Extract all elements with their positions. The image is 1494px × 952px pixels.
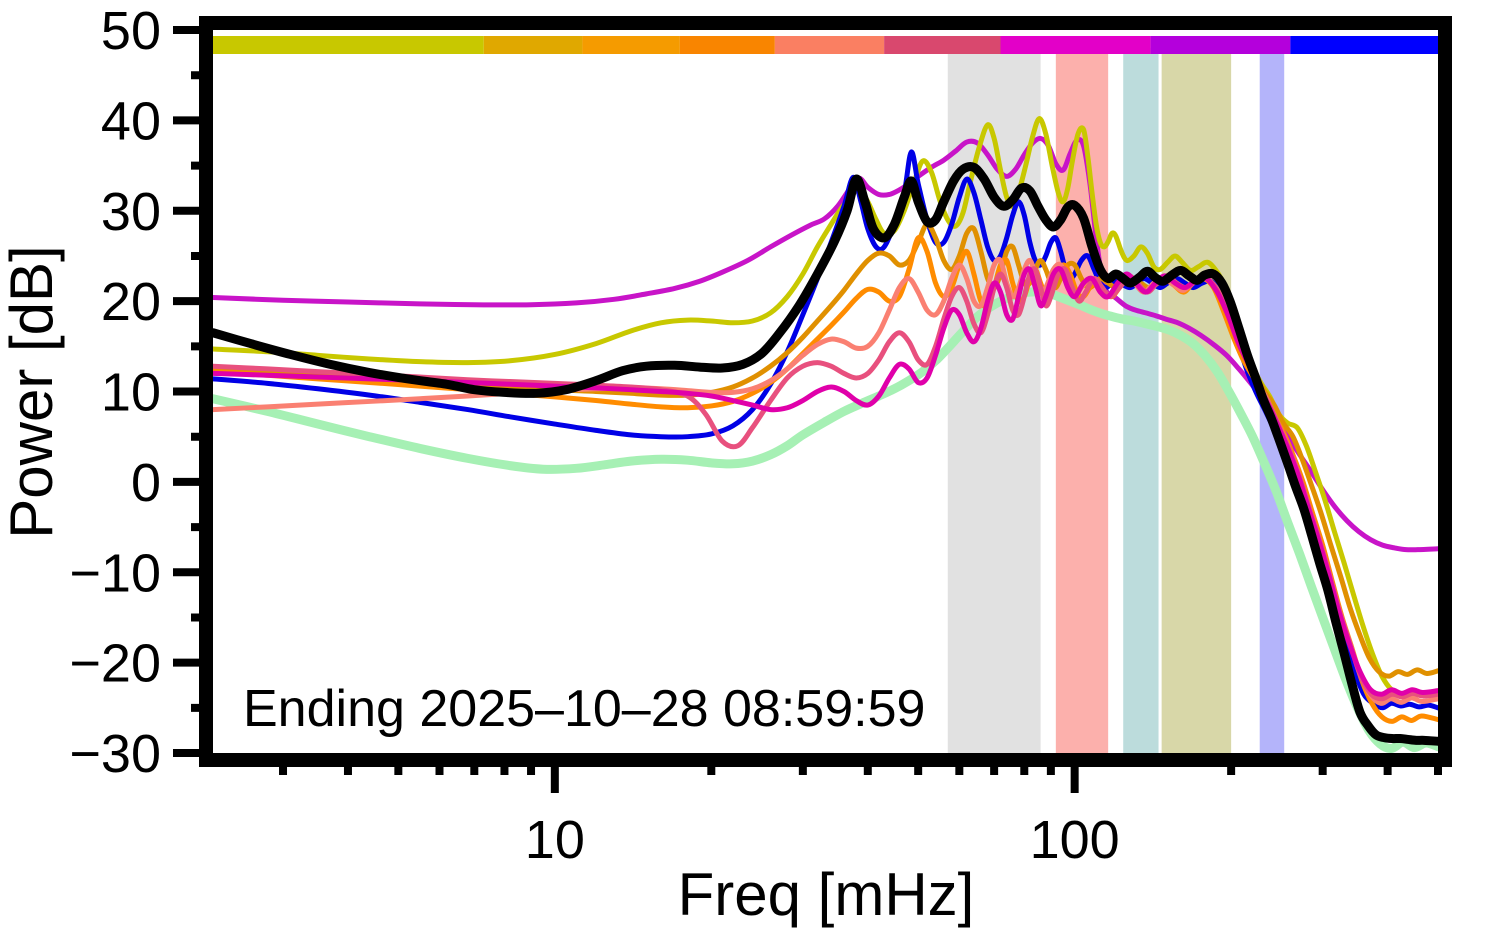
x-axis-label: Freq [mHz] — [678, 861, 975, 928]
y-tick-label: −20 — [69, 634, 161, 694]
y-tick-label: 10 — [101, 363, 161, 423]
series-mean-black — [213, 162, 1438, 746]
colorbar-segment-1 — [483, 36, 583, 54]
ending-timestamp-annotation: Ending 2025–10–28 08:59:59 — [243, 680, 925, 738]
band-teal — [1123, 48, 1159, 753]
colorbar-segment-2 — [582, 36, 680, 54]
y-tick-label: 0 — [131, 453, 161, 513]
y-axis-ticks — [173, 26, 213, 757]
y-axis-label: Power [dB] — [0, 245, 65, 538]
x-tick-label: 100 — [1030, 810, 1120, 870]
y-tick-label: 20 — [101, 272, 161, 332]
top-colorbar-strip — [213, 36, 1438, 54]
colorbar-segment-3 — [679, 36, 775, 54]
band-pink — [1055, 48, 1109, 753]
x-axis-ticks — [279, 753, 1442, 793]
colorbar-segment-4 — [774, 36, 885, 54]
colorbar-segment-8 — [1290, 36, 1438, 54]
series-curve-goldenrod-1 — [213, 221, 1438, 679]
band-khaki — [1161, 48, 1232, 753]
colorbar-segment-7 — [1150, 36, 1291, 54]
y-tick-label: 50 — [101, 1, 161, 61]
colorbar-segment-0 — [213, 36, 484, 54]
y-tick-label: −30 — [69, 724, 161, 784]
x-tick-label: 10 — [525, 810, 585, 870]
colorbar-segment-5 — [884, 36, 1001, 54]
y-tick-label: −10 — [69, 543, 161, 603]
y-tick-label: 30 — [101, 182, 161, 242]
y-axis-tick-labels: −30 −20 −10 0 10 20 30 40 50 — [69, 1, 161, 784]
y-tick-label: 40 — [101, 91, 161, 151]
x-axis-tick-labels: 10 100 — [525, 810, 1120, 870]
colorbar-segment-6 — [1000, 36, 1151, 54]
series-curve-magenta-low — [213, 266, 1438, 697]
data-series-group — [213, 116, 1438, 753]
